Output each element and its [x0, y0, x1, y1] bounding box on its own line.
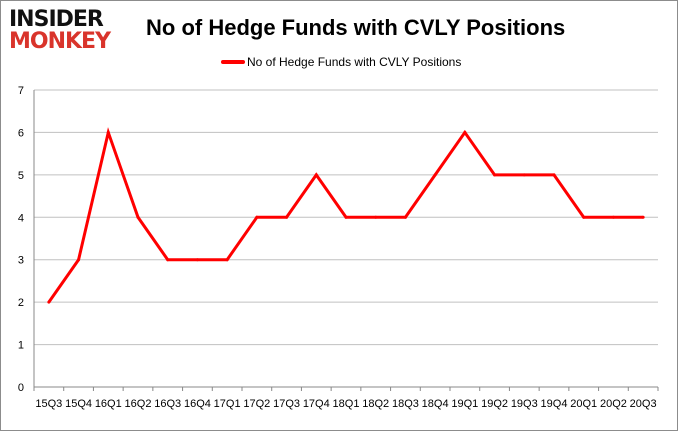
y-tick-label: 3 — [18, 255, 24, 267]
x-tick-label: 15Q4 — [65, 398, 92, 410]
data-point — [166, 258, 170, 262]
x-tick-label: 16Q1 — [95, 398, 122, 410]
data-point — [77, 258, 81, 262]
data-point — [285, 215, 289, 219]
x-tick-label: 17Q1 — [214, 398, 241, 410]
x-tick-label: 16Q3 — [154, 398, 181, 410]
data-point — [255, 215, 259, 219]
x-tick-label: 17Q2 — [243, 398, 270, 410]
x-tick-label: 19Q2 — [481, 398, 508, 410]
x-tick-label: 19Q4 — [541, 398, 568, 410]
data-point — [344, 215, 348, 219]
data-point — [47, 300, 51, 304]
logo-line2: MONKEY — [9, 29, 111, 54]
logo-line1: INSIDER — [9, 7, 104, 32]
data-point — [463, 130, 467, 134]
legend-label: No of Hedge Funds with CVLY Positions — [247, 55, 462, 69]
data-point — [641, 215, 645, 219]
y-tick-label: 4 — [18, 212, 24, 224]
x-tick-label: 20Q3 — [630, 398, 657, 410]
data-point — [374, 215, 378, 219]
x-tick-label: 20Q1 — [570, 398, 597, 410]
x-tick-label: 16Q2 — [125, 398, 152, 410]
data-point — [195, 258, 199, 262]
data-point — [611, 215, 615, 219]
y-tick-label: 2 — [18, 297, 24, 309]
x-tick-label: 18Q1 — [333, 398, 360, 410]
data-point — [493, 173, 497, 177]
data-point — [522, 173, 526, 177]
x-tick-label: 18Q2 — [362, 398, 389, 410]
y-tick-label: 6 — [18, 127, 24, 139]
data-point — [403, 215, 407, 219]
x-tick-label: 16Q4 — [184, 398, 211, 410]
data-point — [136, 215, 140, 219]
data-point — [433, 173, 437, 177]
insider-monkey-logo: INSIDER MONKEY — [9, 7, 111, 54]
data-point — [106, 130, 110, 134]
x-tick-label: 19Q1 — [451, 398, 478, 410]
data-point — [552, 173, 556, 177]
data-point — [582, 215, 586, 219]
x-tick-label: 18Q4 — [422, 398, 449, 410]
chart-title: No of Hedge Funds with CVLY Positions — [146, 15, 566, 40]
x-tick-label: 20Q2 — [600, 398, 627, 410]
data-point — [225, 258, 229, 262]
x-tick-label: 17Q4 — [303, 398, 330, 410]
legend-swatch — [221, 60, 245, 64]
x-tick-label: 17Q3 — [273, 398, 300, 410]
x-tick-label: 19Q3 — [511, 398, 538, 410]
y-tick-label: 0 — [18, 382, 24, 394]
legend: No of Hedge Funds with CVLY Positions — [221, 55, 461, 69]
y-tick-label: 5 — [18, 170, 24, 182]
x-tick-label: 18Q3 — [392, 398, 419, 410]
y-tick-label: 1 — [18, 340, 24, 352]
y-tick-label: 7 — [18, 85, 24, 97]
x-tick-label: 15Q3 — [35, 398, 62, 410]
data-point — [314, 173, 318, 177]
